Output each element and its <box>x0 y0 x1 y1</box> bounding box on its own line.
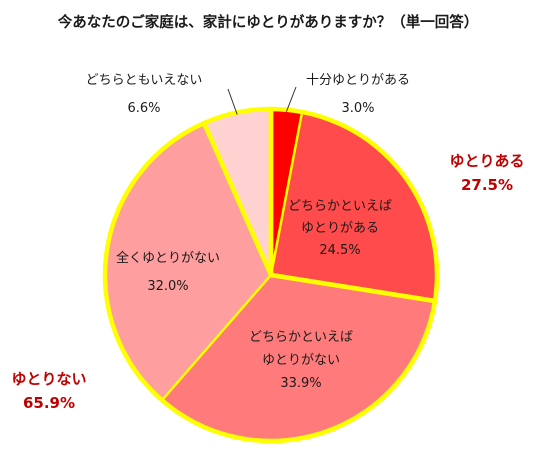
group-value-1: 27.5% <box>461 176 513 194</box>
slice-category-label-4: 全くゆとりがない <box>116 250 220 266</box>
group-value-2: 65.9% <box>23 394 75 412</box>
slice-labels: 十分ゆとりがある3.0%どちらかといえばゆとりがある24.5%どちらかといえばゆ… <box>86 73 410 391</box>
slice-value-label-5: 6.6% <box>127 101 160 116</box>
slice-category-label-5: どちらともいえない <box>86 73 203 88</box>
inner-divider-1 <box>269 111 304 276</box>
inner-divider-2 <box>161 274 272 402</box>
slice-value-label-1: 3.0% <box>341 101 374 116</box>
slice-category-label-3: どちらかといえば <box>249 330 353 345</box>
slice-value-label-2: 24.5% <box>319 243 360 258</box>
leader-lines <box>227 86 297 115</box>
group-label-1: ゆとりある <box>449 152 524 170</box>
slice-category-label-1: 十分ゆとりがある <box>306 73 410 88</box>
slice-category-label-2-1: ゆとりがある <box>301 221 379 236</box>
group-labels: ゆとりある 27.5% ゆとりない 65.9% <box>11 152 524 412</box>
group-outline-1 <box>268 106 440 304</box>
leader-line-2 <box>227 88 238 115</box>
slice-category-label-3-1: ゆとりがない <box>262 353 340 368</box>
leader-line-1 <box>285 86 297 112</box>
chart-title: 今あなたのご家庭は、家計にゆとりがありますか？（単一回答） <box>57 13 479 31</box>
slice-category-label-2: どちらかといえば <box>288 199 392 214</box>
group-highlights <box>102 106 440 444</box>
group-outline-2 <box>102 120 438 444</box>
group-label-2: ゆとりない <box>11 370 86 388</box>
slice-value-label-4: 32.0% <box>147 279 188 294</box>
slice-value-label-3: 33.9% <box>280 376 321 391</box>
